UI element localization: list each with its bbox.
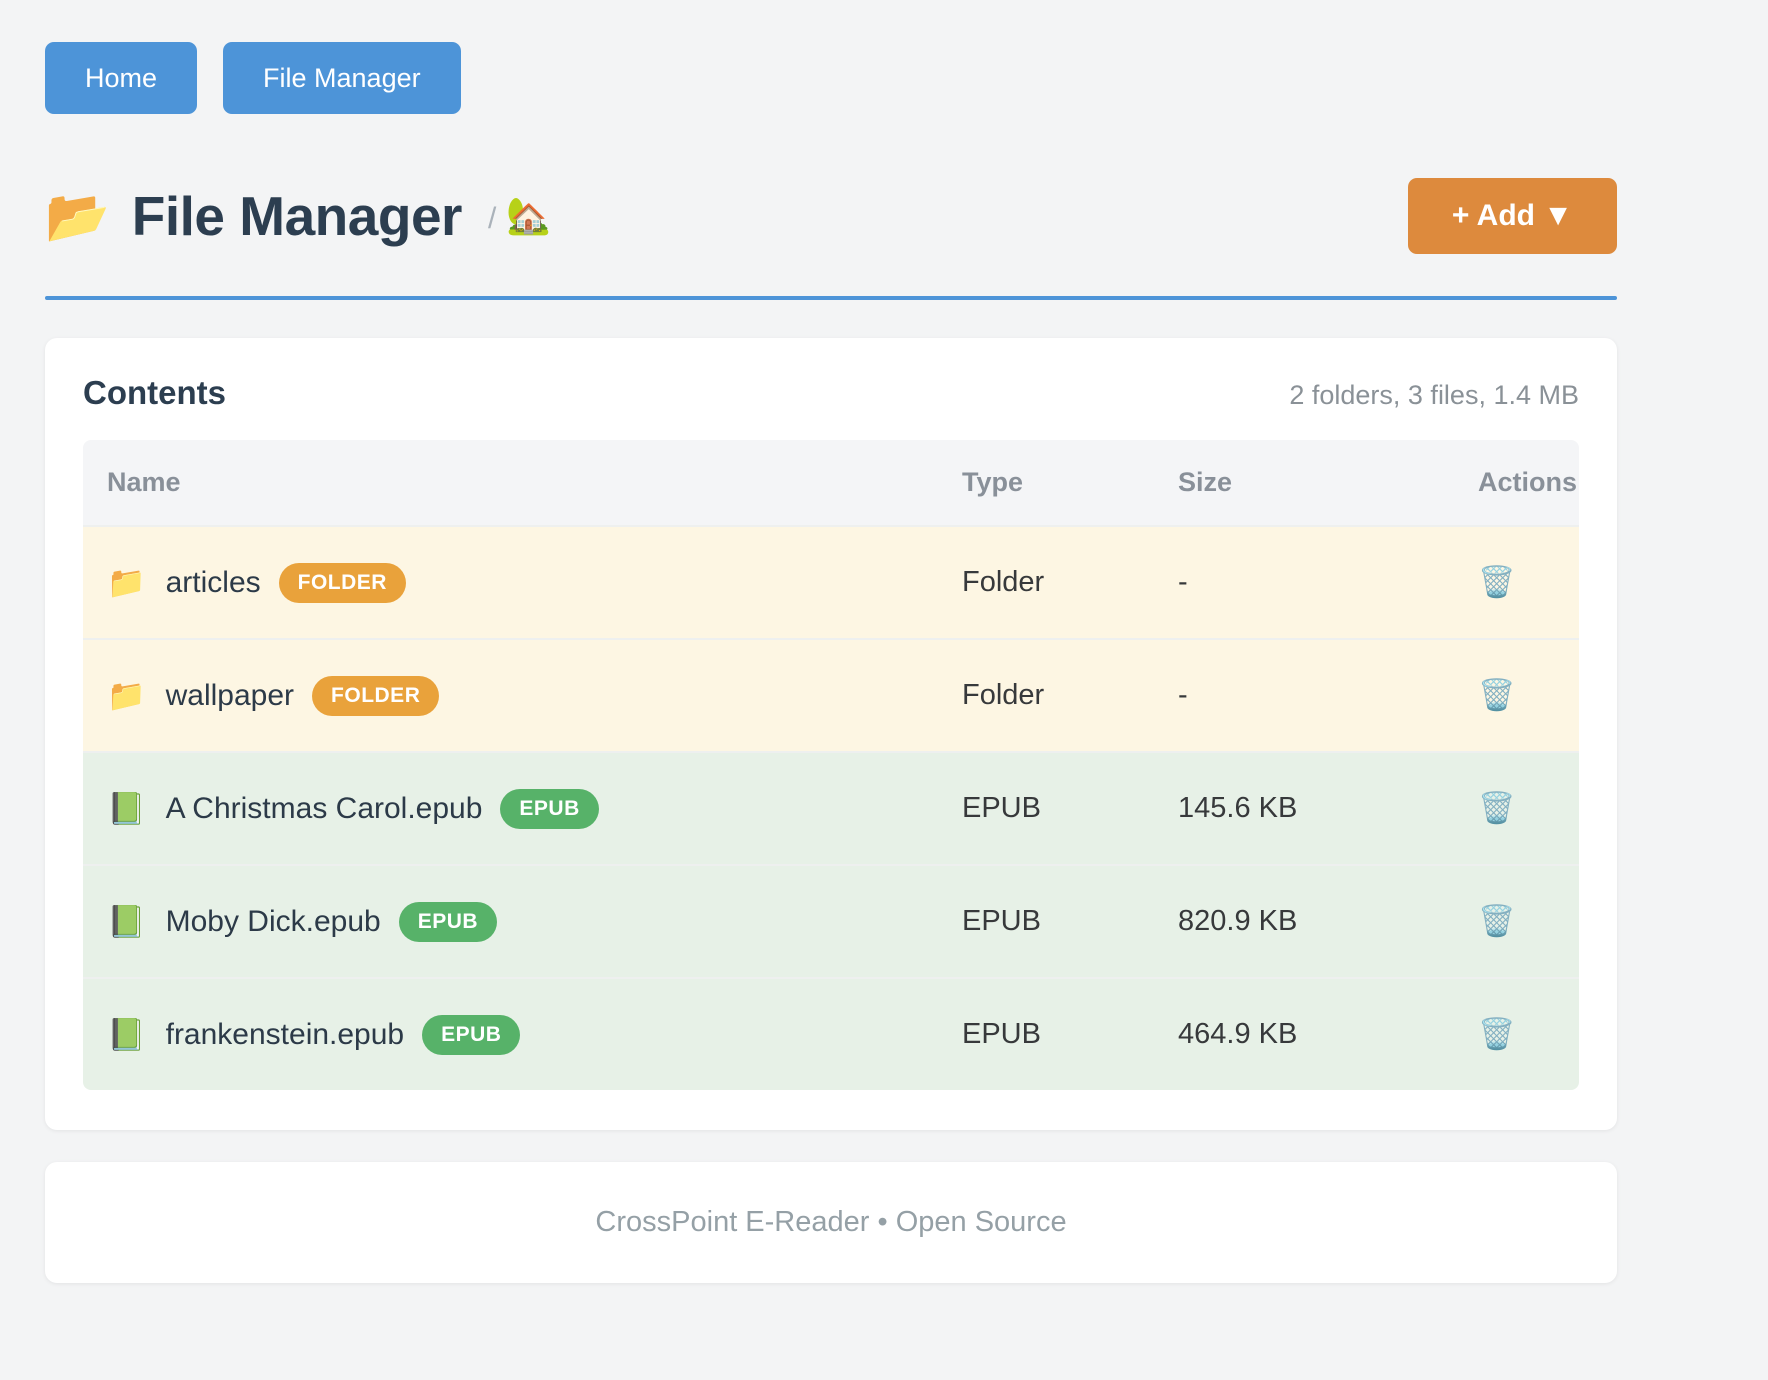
book-icon: 📗 [107,904,146,939]
trash-icon[interactable]: 🗑️ [1478,566,1516,599]
trash-icon[interactable]: 🗑️ [1478,792,1516,825]
size-cell: - [1178,679,1188,711]
table-body: 📁 articles FOLDER Folder - 🗑️ 📁 wallpaper FOLDER… [83,525,1579,1090]
footer-text: CrossPoint E-Reader • Open Source [595,1206,1067,1238]
column-header-size: Size [1178,467,1233,497]
name-cell: 📗 A Christmas Carol.epub EPUB [83,788,962,829]
type-cell: EPUB [962,905,1041,937]
file-name-link[interactable]: frankenstein.epub [165,1017,405,1051]
actions-cell: 🗑️ [1465,904,1579,939]
table-row: 📁 wallpaper FOLDER Folder - 🗑️ [83,638,1579,751]
folder-icon: 📁 [107,565,146,600]
book-icon: 📗 [107,1017,146,1052]
trash-icon[interactable]: 🗑️ [1478,679,1516,712]
contents-summary: 2 folders, 3 files, 1.4 MB [1289,380,1579,410]
type-cell: EPUB [962,792,1041,824]
type-badge: FOLDER [278,562,406,603]
title-divider [45,296,1617,300]
table-header: Name Type Size Actions [83,440,1579,525]
page-title: File Manager [131,185,463,247]
trash-icon[interactable]: 🗑️ [1478,1018,1516,1051]
table-row: 📁 articles FOLDER Folder - 🗑️ [83,525,1579,638]
name-cell: 📗 frankenstein.epub EPUB [83,1014,962,1055]
file-table: Name Type Size Actions 📁 articles FOLDER Fo… [83,440,1579,1090]
name-cell: 📗 Moby Dick.epub EPUB [83,901,962,942]
top-nav: Home File Manager [45,42,1617,114]
table-row: 📗 frankenstein.epub EPUB EPUB 464.9 KB 🗑️ [83,977,1579,1090]
size-cell: 145.6 KB [1178,792,1298,824]
type-badge: EPUB [422,1014,521,1055]
add-button[interactable]: + Add ▼ [1407,178,1617,254]
column-header-type: Type [962,467,1024,497]
actions-cell: 🗑️ [1465,565,1579,600]
name-cell: 📁 wallpaper FOLDER [83,675,962,716]
size-cell: 464.9 KB [1178,1018,1298,1050]
file-name-link[interactable]: wallpaper [165,678,295,712]
nav-home-button[interactable]: Home [45,42,198,114]
actions-cell: 🗑️ [1465,1017,1579,1052]
home-icon[interactable]: 🏡 [506,195,552,236]
actions-cell: 🗑️ [1465,791,1579,826]
file-name-link[interactable]: A Christmas Carol.epub [165,791,483,825]
table-row: 📗 Moby Dick.epub EPUB EPUB 820.9 KB 🗑️ [83,864,1579,977]
column-header-actions: Actions [1478,467,1578,497]
file-name-link[interactable]: articles [165,565,261,599]
type-cell: Folder [962,679,1045,711]
type-cell: EPUB [962,1018,1041,1050]
name-cell: 📁 articles FOLDER [83,562,962,603]
open-folder-icon: 📂 [45,187,110,246]
nav-file-manager-button[interactable]: File Manager [223,42,461,114]
contents-card: Contents 2 folders, 3 files, 1.4 MB Name… [45,338,1617,1130]
actions-cell: 🗑️ [1465,678,1579,713]
size-cell: - [1178,566,1188,598]
contents-title: Contents [83,374,226,411]
folder-icon: 📁 [107,678,146,713]
file-name-link[interactable]: Moby Dick.epub [165,904,381,938]
size-cell: 820.9 KB [1178,905,1298,937]
breadcrumb-separator: / [487,202,497,235]
trash-icon[interactable]: 🗑️ [1478,905,1516,938]
type-badge: EPUB [500,788,599,829]
book-icon: 📗 [107,791,146,826]
type-cell: Folder [962,566,1045,598]
type-badge: FOLDER [312,675,440,716]
breadcrumb: / 🏡 [488,195,551,237]
footer-card: CrossPoint E-Reader • Open Source [45,1162,1617,1283]
type-badge: EPUB [398,901,498,942]
table-row: 📗 A Christmas Carol.epub EPUB EPUB 145.6 KB 🗑… [83,751,1579,864]
page-header: 📂 File Manager / 🏡 + Add ▼ [45,178,1617,254]
column-header-name: Name [107,467,181,497]
